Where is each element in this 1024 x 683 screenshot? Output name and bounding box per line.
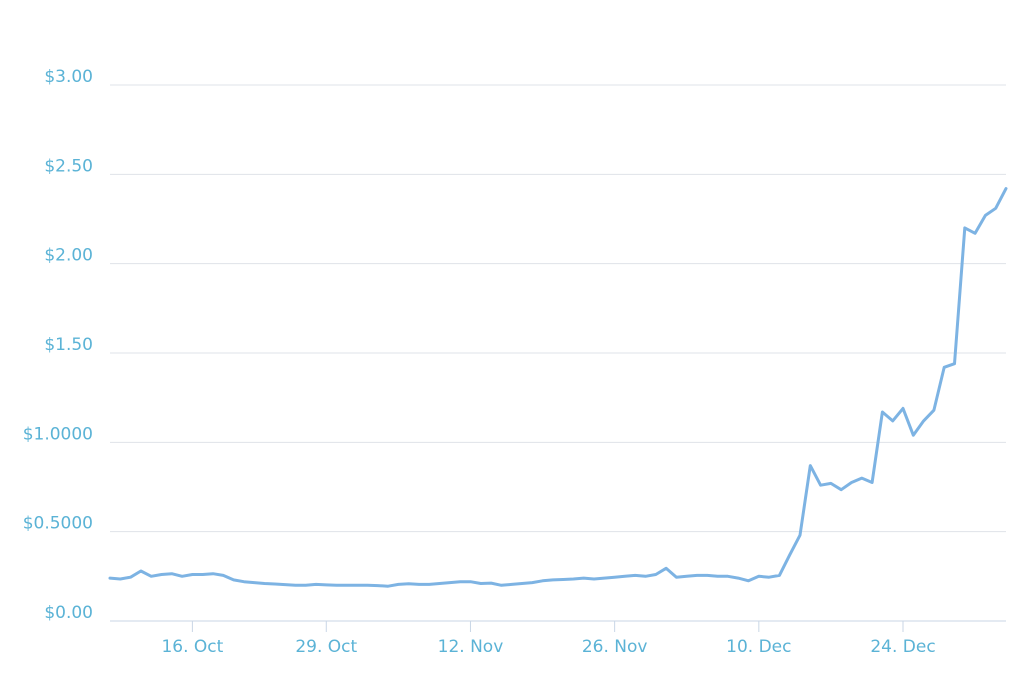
y-tick-label: $3.00 <box>44 67 93 87</box>
x-tick-label: 10. Dec <box>726 637 791 657</box>
grid-lines <box>110 84 1006 533</box>
x-tick-label: 12. Nov <box>438 637 504 657</box>
y-tick-label: $2.50 <box>44 156 93 176</box>
y-tick-label: $0.5000 <box>23 514 93 534</box>
y-tick-label: $1.0000 <box>23 424 93 444</box>
y-axis-labels: $0.00 $0.5000 $1.0000 $1.50 $2.00 $2.50 $3.00 <box>23 67 93 623</box>
series-line <box>108 187 1008 588</box>
x-tick-label: 16. Oct <box>161 637 223 657</box>
x-axis-ticks: 16. Oct 29. Oct 12. Nov 26. Nov 10. Dec 24. D… <box>161 621 936 657</box>
y-tick-label: $2.00 <box>44 246 93 266</box>
series-layer <box>108 187 1008 588</box>
y-tick-label: $1.50 <box>44 335 93 355</box>
x-tick-label: 29. Oct <box>295 637 357 657</box>
x-tick-label: 24. Dec <box>870 637 935 657</box>
x-tick-label: 26. Nov <box>582 637 648 657</box>
y-tick-label: $0.00 <box>44 603 93 623</box>
